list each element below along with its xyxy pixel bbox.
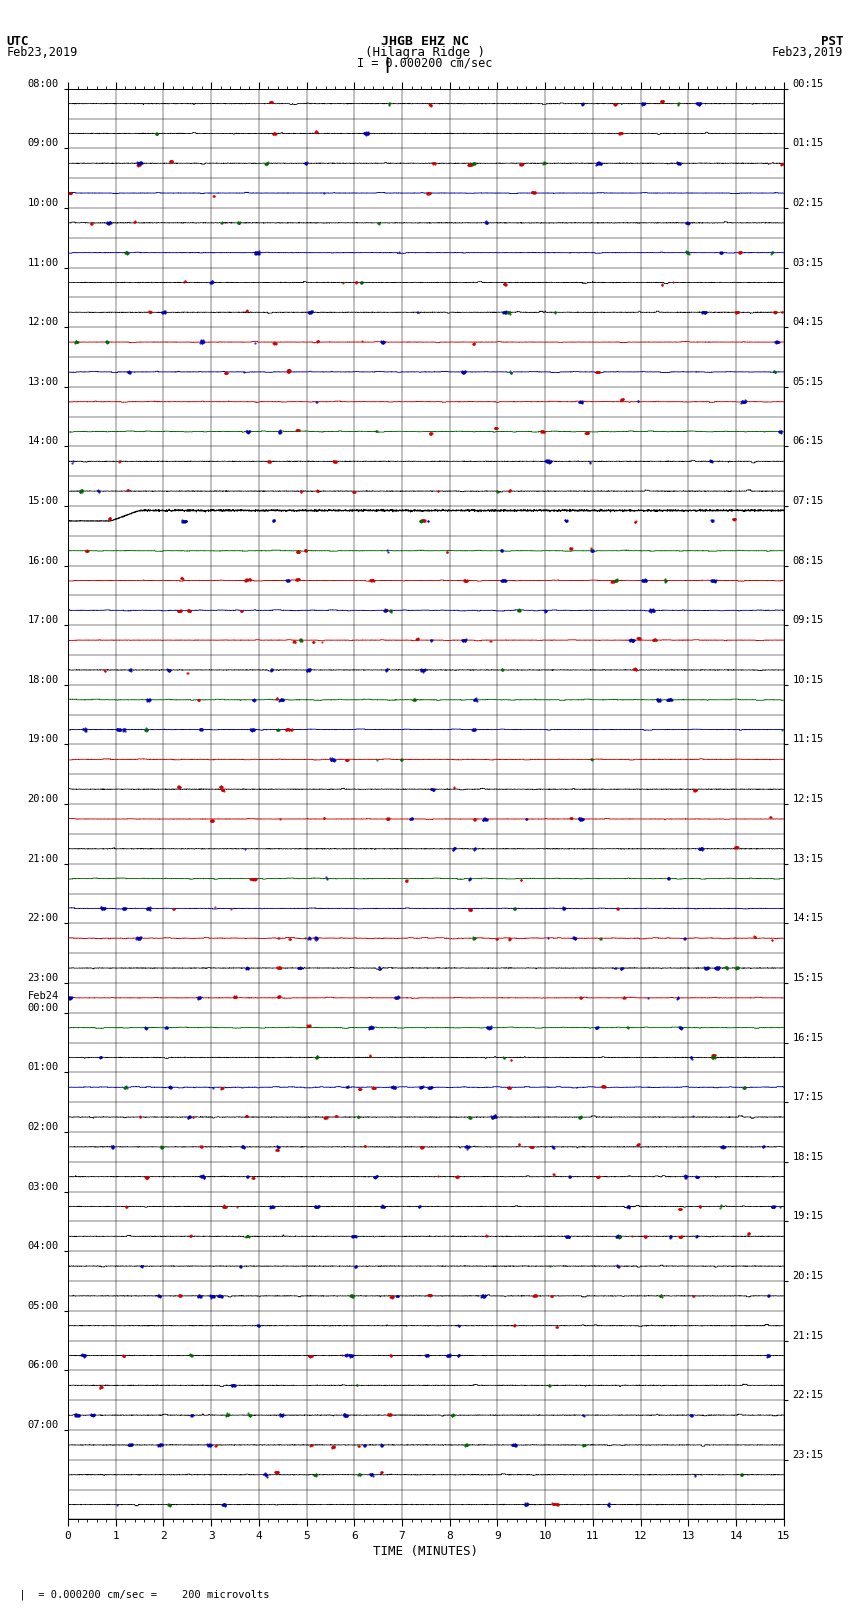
X-axis label: TIME (MINUTES): TIME (MINUTES) <box>373 1545 479 1558</box>
Text: |: | <box>382 58 391 73</box>
Text: UTC: UTC <box>7 35 29 48</box>
Text: |  = 0.000200 cm/sec =    200 microvolts: | = 0.000200 cm/sec = 200 microvolts <box>7 1589 269 1600</box>
Text: Feb23,2019: Feb23,2019 <box>7 45 78 60</box>
Text: JHGB EHZ NC: JHGB EHZ NC <box>381 35 469 48</box>
Text: (Hilagra Ridge ): (Hilagra Ridge ) <box>365 45 485 60</box>
Text: I = 0.000200 cm/sec: I = 0.000200 cm/sec <box>357 56 493 69</box>
Text: Feb23,2019: Feb23,2019 <box>772 45 843 60</box>
Text: PST: PST <box>821 35 843 48</box>
